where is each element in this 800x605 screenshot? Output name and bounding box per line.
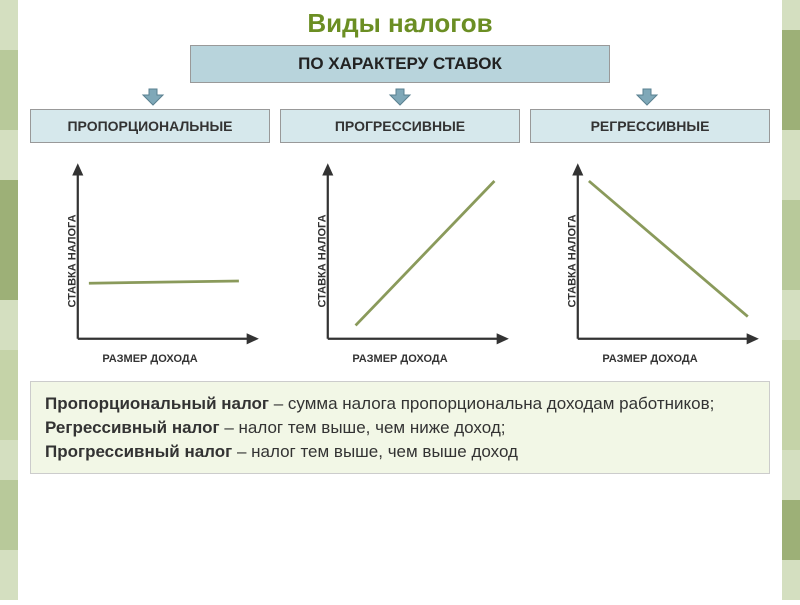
def-term: Регрессивный налог: [45, 418, 220, 437]
def-term: Пропорциональный налог: [45, 394, 269, 413]
categories-row: ПРОПОРЦИОНАЛЬНЫЕ ПРОГРЕССИВНЫЕ РЕГРЕССИВ…: [0, 109, 800, 143]
def-desc: – сумма налога пропорциональна доходам р…: [269, 394, 714, 413]
arrow-down-icon: [635, 87, 659, 107]
def-desc: – налог тем выше, чем выше доход: [232, 442, 518, 461]
arrows-row: [0, 83, 800, 109]
def-term: Прогрессивный налог: [45, 442, 232, 461]
page-title: Виды налогов: [0, 0, 800, 45]
y-axis-label: СТАВКА НАЛОГА: [67, 214, 79, 307]
arrow-down-icon: [141, 87, 165, 107]
definitions-box: Пропорциональный налог – сумма налога пр…: [30, 381, 770, 474]
chart-proportional: СТАВКА НАЛОГА РАЗМЕР ДОХОДА: [30, 161, 270, 361]
chart-progressive: СТАВКА НАЛОГА РАЗМЕР ДОХОДА: [280, 161, 520, 361]
category-regressive: РЕГРЕССИВНЫЕ: [530, 109, 770, 143]
x-axis-label: РАЗМЕР ДОХОДА: [352, 353, 447, 365]
header-box: ПО ХАРАКТЕРУ СТАВОК: [190, 45, 610, 83]
def-desc: – налог тем выше, чем ниже доход;: [220, 418, 506, 437]
chart-regressive: СТАВКА НАЛОГА РАЗМЕР ДОХОДА: [530, 161, 770, 361]
y-axis-label: СТАВКА НАЛОГА: [317, 214, 329, 307]
definition-regressive: Регрессивный налог – налог тем выше, чем…: [45, 416, 755, 440]
definition-proportional: Пропорциональный налог – сумма налога пр…: [45, 392, 755, 416]
category-proportional: ПРОПОРЦИОНАЛЬНЫЕ: [30, 109, 270, 143]
x-axis-label: РАЗМЕР ДОХОДА: [602, 353, 697, 365]
definition-progressive: Прогрессивный налог – налог тем выше, че…: [45, 440, 755, 464]
side-decoration-left: [0, 0, 18, 600]
x-axis-label: РАЗМЕР ДОХОДА: [102, 353, 197, 365]
charts-row: СТАВКА НАЛОГА РАЗМЕР ДОХОДА СТАВКА НАЛОГ…: [0, 143, 800, 371]
category-progressive: ПРОГРЕССИВНЫЕ: [280, 109, 520, 143]
side-pattern-right: [782, 0, 800, 600]
side-decoration-right: [782, 0, 800, 600]
y-axis-label: СТАВКА НАЛОГА: [567, 214, 579, 307]
arrow-down-icon: [388, 87, 412, 107]
side-pattern-left: [0, 0, 18, 600]
